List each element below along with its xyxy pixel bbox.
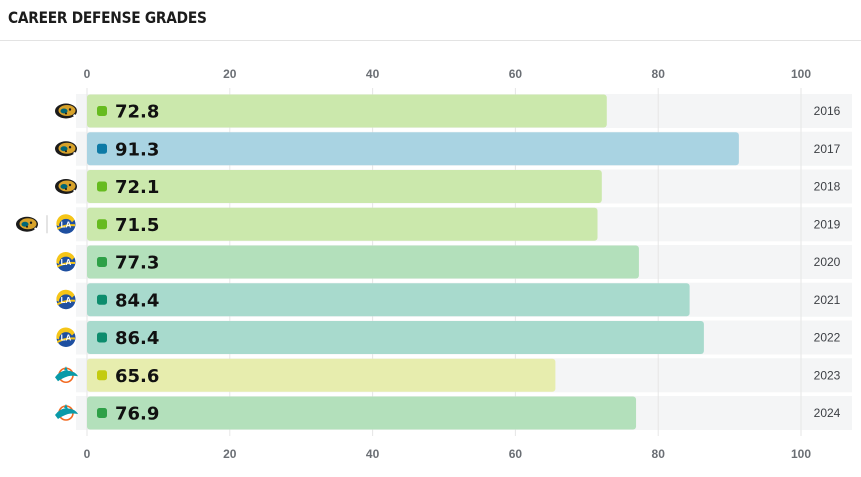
grade-color-dot [97, 332, 107, 343]
value-label: 86.4 [115, 328, 159, 349]
year-label: 2017 [814, 142, 841, 156]
bar [87, 207, 598, 241]
jaguars-logo-icon [55, 141, 77, 157]
jaguars-logo-icon [55, 179, 77, 194]
grade-color-dot [97, 370, 107, 381]
value-label: 84.4 [115, 290, 159, 311]
svg-text:LA: LA [61, 334, 72, 343]
x-tick-label-bottom: 40 [366, 447, 380, 461]
bar [87, 132, 739, 166]
grade-color-dot [97, 143, 107, 154]
year-label: 2024 [814, 406, 841, 420]
rams-logo-icon: LA [56, 327, 76, 347]
rams-logo-icon: LA [56, 251, 76, 272]
rams-logo-icon: LA [56, 289, 76, 310]
jaguars-logo-icon [16, 216, 38, 232]
x-tick-label-bottom: 20 [223, 447, 237, 461]
x-tick-label-top: 60 [509, 67, 523, 81]
value-label: 71.5 [115, 215, 159, 236]
dolphins-logo-icon [55, 366, 78, 384]
grade-color-dot [97, 257, 107, 267]
value-label: 65.6 [115, 366, 159, 387]
value-label: 91.3 [115, 139, 159, 160]
rams-logo-icon: LA [56, 214, 76, 234]
x-tick-label-bottom: 80 [652, 447, 666, 461]
x-tick-label-bottom: 60 [509, 447, 523, 461]
bar [87, 94, 607, 128]
grade-color-dot [97, 294, 107, 305]
bar [87, 358, 556, 392]
bar [87, 170, 602, 203]
x-tick-label-top: 100 [791, 67, 811, 81]
svg-text:LA: LA [61, 296, 72, 305]
x-tick-label-top: 20 [223, 67, 237, 81]
chart-title: CAREER DEFENSE GRADES [8, 8, 207, 27]
x-tick-label-bottom: 100 [791, 447, 811, 461]
x-tick-label-bottom: 0 [84, 447, 91, 461]
bar [87, 396, 637, 430]
grade-color-dot [97, 181, 107, 192]
grade-color-dot [97, 219, 107, 230]
year-label: 2020 [814, 255, 841, 269]
jaguars-logo-icon [55, 103, 77, 119]
grade-color-dot [97, 106, 107, 116]
value-label: 76.9 [115, 404, 159, 425]
year-label: 2018 [814, 180, 841, 194]
x-tick-label-top: 80 [652, 67, 666, 81]
value-label: 72.1 [115, 177, 159, 198]
svg-text:LA: LA [61, 258, 72, 267]
year-label: 2022 [814, 331, 841, 345]
value-label: 72.8 [115, 102, 159, 123]
chart-header: CAREER DEFENSE GRADES [0, 0, 861, 41]
x-tick-label-top: 40 [366, 67, 380, 81]
bar [87, 321, 704, 354]
year-label: 2021 [814, 293, 841, 307]
grade-color-dot [97, 408, 107, 418]
svg-text:LA: LA [61, 220, 72, 229]
dolphins-logo-icon [55, 404, 78, 421]
bar [87, 283, 690, 317]
x-tick-label-top: 0 [84, 67, 91, 81]
year-label: 2019 [814, 217, 841, 231]
value-label: 77.3 [115, 253, 159, 274]
year-label: 2023 [814, 368, 841, 382]
bar [87, 245, 639, 279]
year-label: 2016 [814, 104, 841, 118]
